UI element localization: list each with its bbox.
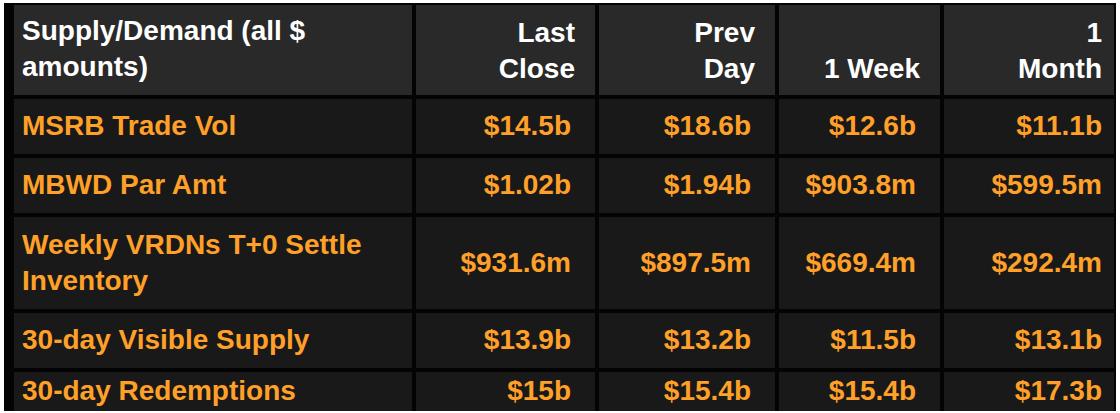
column-header-last-close: Last Close [416, 5, 595, 95]
cell-value: $15.4b [779, 372, 940, 411]
table-grid: Supply/Demand (all $ amounts) Last Close… [4, 3, 1116, 411]
cell-value: $897.5m [599, 217, 775, 309]
cell-value: $11.5b [779, 313, 940, 368]
cell-value: $15.4b [599, 372, 775, 411]
cell-value: $1.94b [599, 158, 775, 213]
supply-demand-table: Supply/Demand (all $ amounts) Last Close… [4, 3, 1116, 411]
cell-value: $13.2b [599, 313, 775, 368]
row-label-weekly-vrdns-t0-settle-inventory: Weekly VRDNs T+0 Settle Inventory [14, 217, 412, 309]
cell-value: $17.3b [944, 372, 1114, 411]
cell-value: $669.4m [779, 217, 940, 309]
row-label-mbwd-par-amt: MBWD Par Amt [14, 158, 412, 213]
cell-value: $1.02b [416, 158, 595, 213]
row-label-30-day-redemptions: 30-day Redemptions [14, 372, 412, 411]
column-header-1-week: 1 Week [779, 5, 940, 95]
table-corner-header: Supply/Demand (all $ amounts) [14, 5, 412, 95]
cell-value: $13.1b [944, 313, 1114, 368]
column-header-prev-day: Prev Day [599, 5, 775, 95]
cell-value: $13.9b [416, 313, 595, 368]
column-header-1-month: 1 Month [944, 5, 1114, 95]
cell-value: $18.6b [599, 99, 775, 154]
row-label-msrb-trade-vol: MSRB Trade Vol [14, 99, 412, 154]
cell-value: $931.6m [416, 217, 595, 309]
cell-value: $292.4m [944, 217, 1114, 309]
cell-value: $12.6b [779, 99, 940, 154]
cell-value: $14.5b [416, 99, 595, 154]
cell-value: $15b [416, 372, 595, 411]
cell-value: $11.1b [944, 99, 1114, 154]
row-label-30-day-visible-supply: 30-day Visible Supply [14, 313, 412, 368]
cell-value: $599.5m [944, 158, 1114, 213]
cell-value: $903.8m [779, 158, 940, 213]
